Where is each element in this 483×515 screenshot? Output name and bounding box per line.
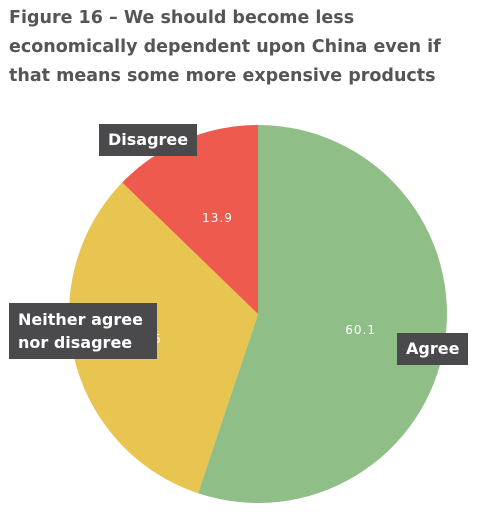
label-disagree: Disagree: [99, 124, 198, 156]
pie-slices: [68, 125, 447, 504]
label-neither-agree-nor-disagree: Neither agree nor disagree: [9, 303, 157, 359]
label-agree: Agree: [397, 333, 469, 365]
pie-slice-disagree: [122, 125, 258, 314]
pie-slice-neither-agree-nor-disagree: [68, 182, 258, 494]
value-label-agree: 60.1: [345, 323, 376, 337]
label-neither-text: Neither agree nor disagree: [18, 310, 143, 352]
pie-slice-agree: [198, 125, 447, 504]
chart-title: Figure 16 – We should become less econom…: [9, 8, 441, 86]
value-label-disagree: 13.9: [202, 211, 233, 225]
